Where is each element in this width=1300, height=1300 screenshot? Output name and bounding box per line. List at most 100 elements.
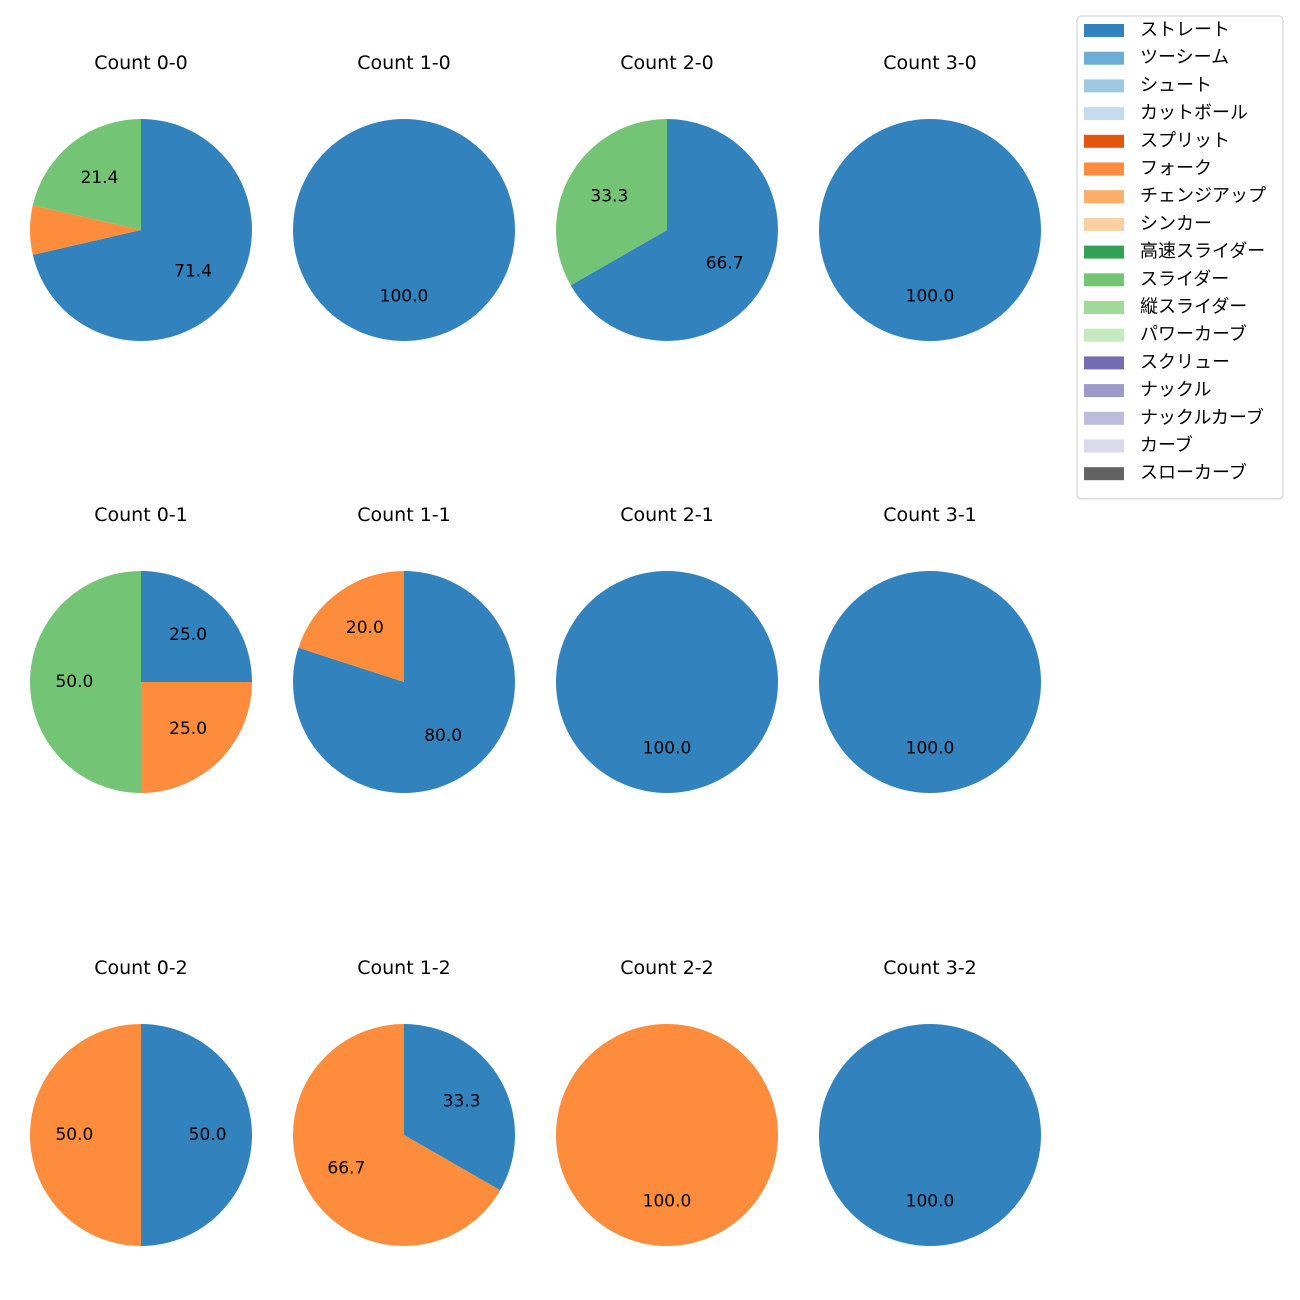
pie-slice [556, 1024, 778, 1246]
legend-label: スローカーブ [1140, 462, 1247, 484]
legend-swatch [1084, 356, 1124, 370]
pie-slice [32, 119, 142, 230]
legend-swatch [1084, 467, 1124, 481]
legend-label: パワーカーブ [1140, 323, 1247, 345]
pie-title: Count 0-0 [94, 52, 188, 74]
legend: ストレートツーシームシュートカットボールスプリットフォークチェンジアップシンカー… [1076, 15, 1284, 500]
pie-slice [141, 682, 252, 793]
legend-label: スクリュー [1140, 352, 1230, 373]
slice-label: 100.0 [906, 1192, 955, 1212]
pie-slice [141, 1024, 252, 1246]
pie-title: Count 2-0 [620, 52, 714, 74]
legend-swatch [1084, 411, 1124, 425]
legend-label: ナックル [1140, 380, 1211, 401]
legend-swatch [1084, 384, 1124, 398]
legend-swatch [1084, 134, 1124, 148]
legend-label: カットボール [1140, 103, 1248, 124]
legend-swatch [1084, 217, 1124, 231]
slice-label: 50.0 [189, 1125, 227, 1145]
slice-label: 100.0 [643, 1192, 692, 1212]
legend-label: スライダー [1140, 269, 1229, 290]
pie-chart: Count 3-1 100.0 [819, 504, 1041, 793]
pie-slice [570, 119, 778, 341]
pie-slice [404, 1024, 515, 1191]
pie-chart: Count 1-0 100.0 [293, 52, 515, 341]
pie-chart: Count 3-0 100.0 [819, 52, 1041, 341]
slice-label: 50.0 [55, 1125, 93, 1145]
pie-slice [32, 119, 253, 341]
slice-label: 80.0 [424, 726, 462, 746]
pie-chart: Count 0-0 71.4 21.4 [30, 52, 253, 341]
pie-slice [293, 1024, 501, 1246]
pie-title: Count 3-0 [883, 52, 977, 74]
slice-label: 100.0 [380, 287, 429, 307]
pie-grid: Count 0-0 71.4 21.4 Count 1-0 100.0 Count 2-0… [30, 52, 1041, 1246]
legend-swatch [1084, 301, 1124, 314]
pie-slice [555, 119, 667, 286]
legend-label: シュート [1140, 75, 1212, 96]
pie-title: Count 1-2 [357, 957, 451, 979]
legend-swatch [1084, 245, 1124, 259]
pie-slice [293, 571, 516, 793]
slice-label: 20.0 [346, 618, 384, 638]
legend-swatch [1084, 190, 1124, 204]
legend-frame [1076, 15, 1284, 500]
pie-title: Count 0-1 [94, 504, 188, 526]
slice-label: 100.0 [906, 739, 955, 759]
legend-label: スプリット [1140, 130, 1230, 151]
pie-slice [30, 205, 141, 255]
pie-slice [298, 571, 404, 682]
pie-slice [556, 571, 778, 793]
slice-label: 50.0 [55, 672, 93, 692]
pie-chart: Count 2-0 66.7 33.3 [555, 52, 778, 341]
slice-label: 100.0 [643, 739, 692, 759]
legend-swatch [1084, 439, 1124, 453]
legend-label: 高速スライダー [1140, 241, 1265, 262]
pie-slice [819, 1024, 1041, 1246]
pie-title: Count 2-1 [620, 504, 714, 526]
legend-swatch [1084, 107, 1124, 121]
legend-label: カーブ [1140, 434, 1193, 456]
pie-title: Count 0-2 [94, 957, 188, 979]
legend-swatch [1084, 328, 1124, 342]
pie-chart: Count 0-1 25.0 25.0 50.0 [30, 504, 252, 793]
slice-label: 71.4 [174, 261, 212, 281]
slice-label: 25.0 [169, 625, 207, 645]
pie-title: Count 2-2 [620, 957, 714, 979]
legend-swatch [1084, 79, 1124, 93]
legend-label: シンカー [1140, 213, 1212, 234]
legend-label: ツーシーム [1140, 47, 1229, 68]
pie-title: Count 3-2 [883, 957, 977, 979]
pie-chart: Count 0-2 50.0 50.0 [30, 957, 252, 1246]
legend-swatch [1084, 273, 1124, 287]
legend-swatch [1084, 51, 1124, 65]
slice-label: 25.0 [169, 719, 207, 739]
pie-slice [293, 119, 515, 341]
pie-chart: Count 1-2 33.3 66.7 [293, 957, 515, 1246]
pie-slice [819, 119, 1041, 341]
legend-label: ストレート [1140, 20, 1230, 41]
slice-label: 33.3 [590, 187, 628, 207]
legend-swatch [1084, 162, 1124, 176]
slice-label: 100.0 [906, 287, 955, 307]
slice-label: 66.7 [327, 1158, 365, 1178]
pie-slice [141, 571, 252, 682]
pie-slice [819, 571, 1041, 793]
legend-swatch [1084, 24, 1124, 37]
pie-chart: Count 2-1 100.0 [556, 504, 778, 793]
legend-label: フォーク [1140, 158, 1212, 179]
pie-title: Count 1-1 [357, 504, 451, 526]
pie-chart: Count 2-2 100.0 [556, 957, 778, 1246]
pie-slice [30, 571, 141, 793]
slice-label: 21.4 [81, 168, 119, 188]
legend-label: チェンジアップ [1140, 186, 1266, 207]
legend-label: ナックルカーブ [1140, 406, 1264, 428]
pie-slice [30, 1024, 141, 1246]
legend-label: 縦スライダー [1140, 297, 1247, 318]
slice-label: 66.7 [706, 253, 744, 273]
pie-chart: Count 3-2 100.0 [819, 957, 1041, 1246]
pie-title: Count 3-1 [883, 504, 977, 526]
slice-label: 33.3 [443, 1092, 481, 1112]
pie-chart: Count 1-1 80.0 20.0 [293, 504, 516, 793]
